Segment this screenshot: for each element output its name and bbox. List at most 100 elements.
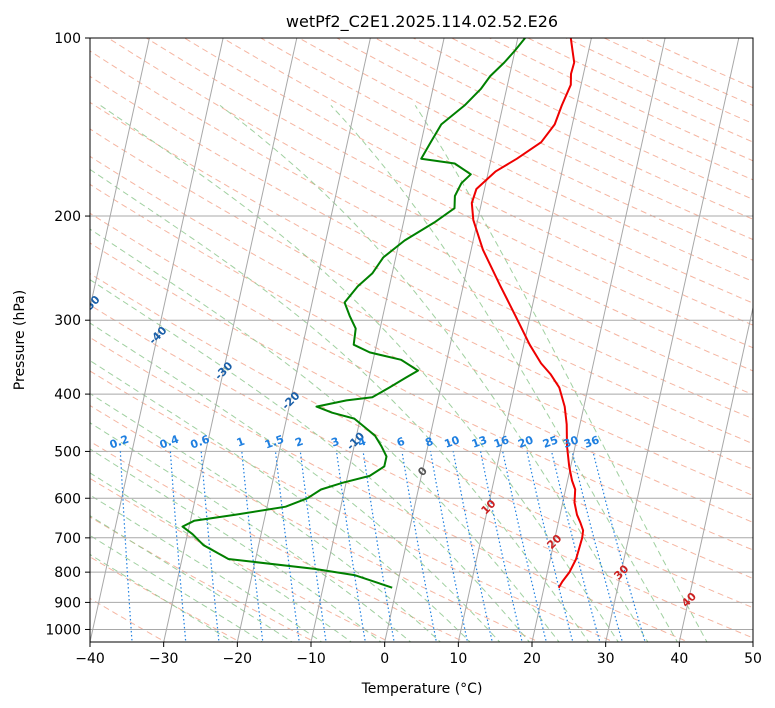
dry-adiabat	[412, 38, 753, 200]
dry-adiabat	[90, 75, 753, 420]
y-tick-label: 900	[54, 595, 81, 611]
x-tick-label: −40	[75, 651, 105, 667]
dry-adiabat	[336, 38, 753, 241]
y-tick-label: 600	[54, 491, 81, 507]
dry-adiabat	[90, 336, 690, 642]
isotherm	[678, 305, 753, 642]
moist-adiabat	[90, 422, 412, 642]
dry-adiabat	[90, 50, 753, 396]
mixing-ratio-line	[401, 451, 438, 642]
moist-adiabat	[414, 105, 708, 642]
dry-adiabat	[90, 440, 466, 642]
y-axis-label: Pressure (hPa)	[12, 290, 28, 390]
x-tick-label: 10	[449, 651, 467, 667]
data-series	[181, 38, 585, 589]
mixing-ratio-line	[362, 451, 395, 642]
x-tick-label: −30	[149, 651, 179, 667]
y-tick-label: 500	[54, 444, 81, 460]
mixing-ratio-line	[429, 451, 469, 642]
moist-adiabat	[100, 104, 619, 642]
isotherm	[90, 38, 224, 642]
x-axis-ticks: −40 −30 −20 −10 0 10 20 30 40 50	[75, 642, 762, 667]
x-tick-label: 30	[597, 651, 615, 667]
mixing-ratio-line	[169, 451, 187, 642]
dry-adiabat	[90, 212, 753, 551]
mixing-ratio-label: 13	[470, 433, 489, 450]
mixing-ratio-line	[119, 451, 133, 642]
dry-adiabat	[90, 155, 753, 497]
dry-adiabat	[90, 128, 753, 470]
dewpoint-profile-line	[181, 38, 526, 589]
y-tick-label: 800	[54, 565, 81, 581]
dry-adiabat	[145, 38, 753, 349]
y-axis-ticks: 100 200 300 400 500 600 700 800 900 1000	[45, 31, 90, 638]
isotherm	[752, 639, 753, 642]
mixing-ratio-label: 16	[492, 433, 511, 451]
isotherm-label: 40	[679, 590, 699, 610]
chart-title: wetPf2_C2E1.2025.114.02.52.E26	[286, 12, 558, 32]
x-axis-label: Temperature (°C)	[361, 681, 483, 697]
dry-adiabat	[221, 38, 753, 304]
x-tick-label: −10	[296, 651, 326, 667]
moist-adiabat	[90, 279, 531, 642]
mixing-ratio-line	[452, 451, 493, 642]
dry-adiabat	[90, 556, 242, 642]
isotherm	[531, 38, 666, 642]
mixing-ratio-label: 2	[293, 435, 305, 450]
dry-adiabat	[90, 404, 541, 642]
mixing-ratio-label: 20	[516, 433, 535, 451]
background-lines	[0, 38, 753, 644]
moist-adiabat	[90, 494, 323, 642]
moist-adiabat	[90, 168, 590, 642]
moist-adiabat	[90, 472, 353, 642]
mixing-ratio-label: 1.5	[263, 433, 286, 452]
isotherm	[384, 38, 519, 642]
isotherm	[310, 38, 445, 642]
temperature-profile-line	[470, 38, 585, 589]
mixing-ratio-label: 25	[541, 433, 560, 450]
mixing-ratio-line	[74, 451, 82, 644]
moist-adiabat	[90, 553, 234, 642]
mixing-ratio-line	[551, 451, 601, 642]
isotherm	[457, 38, 592, 642]
isotherm-label: -40	[146, 324, 169, 347]
isotherm	[90, 38, 150, 310]
y-tick-label: 700	[54, 531, 81, 547]
moist-adiabat	[90, 392, 442, 642]
x-tick-label: 0	[380, 651, 389, 667]
y-tick-label: 200	[54, 209, 81, 225]
isotherm	[0, 38, 2, 642]
x-tick-label: −20	[223, 651, 253, 667]
mixing-ratio-line	[480, 451, 523, 642]
mixing-ratio-label: 1	[235, 435, 247, 450]
x-tick-label: 50	[744, 651, 762, 667]
mixing-ratio-line	[502, 451, 547, 642]
x-tick-label: 20	[523, 651, 541, 667]
moist-adiabat	[90, 448, 382, 642]
mixing-ratio-line	[274, 451, 300, 642]
moist-adiabat	[90, 228, 560, 642]
mixing-ratio-label: 0.2	[108, 433, 131, 452]
dry-adiabat	[183, 38, 753, 326]
y-tick-label: 400	[54, 387, 81, 403]
moist-adiabat	[219, 105, 649, 642]
plot-frame	[89, 37, 754, 643]
moist-adiabat	[90, 360, 471, 642]
mixing-ratio-label: 0.4	[158, 433, 181, 452]
mixing-ratio-line	[241, 451, 264, 642]
mixing-ratio-line	[571, 451, 624, 642]
dry-adiabat	[90, 304, 753, 639]
dry-adiabat	[90, 183, 753, 523]
x-tick-label: 40	[670, 651, 688, 667]
moist-adiabat	[330, 105, 678, 642]
moist-adiabat	[90, 322, 501, 642]
mixing-ratio-label: 0.6	[189, 433, 212, 452]
mixing-ratio-line	[526, 451, 574, 642]
mixing-ratio-label: 8	[423, 435, 435, 450]
inplot-labels: -100-90-80-70-60-50-40-30-20-10010203040…	[90, 293, 699, 610]
moist-adiabat	[90, 515, 293, 642]
isotherm-label: 0	[415, 464, 430, 479]
dry-adiabat	[603, 38, 753, 107]
mixing-ratio-label: 36	[582, 433, 601, 451]
